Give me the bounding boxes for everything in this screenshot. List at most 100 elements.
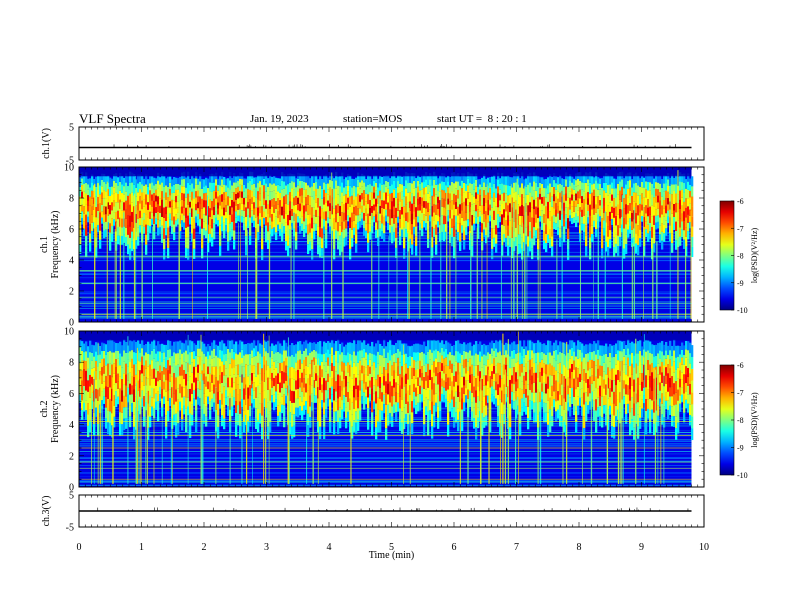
ch1-spec-cell xyxy=(333,178,336,189)
ch1-spec-cell xyxy=(425,201,428,209)
ch1-spec-cell xyxy=(641,198,644,205)
ch2-spec-cell xyxy=(199,365,202,374)
ch2-spec-cell xyxy=(235,341,238,354)
ch1-spec-cell xyxy=(629,195,632,204)
ch1-spec-cell xyxy=(235,193,238,200)
ch2-spec-cell xyxy=(315,380,318,389)
ch1-spec-cell xyxy=(535,214,538,223)
ch2-spec-cell xyxy=(305,357,308,366)
ch1-spec-cell xyxy=(287,235,290,246)
ch2-spec-cell xyxy=(361,350,364,358)
ch2-spec-cell xyxy=(125,374,128,386)
ch1-spec-cell xyxy=(545,197,548,207)
ch1-spec-cell xyxy=(659,234,662,243)
ch1-spec-cell xyxy=(423,201,426,208)
ch2-spec-cell xyxy=(173,352,176,363)
ch2-spec-cell xyxy=(331,378,334,387)
ch2-spec-cell xyxy=(385,346,388,358)
ch2-spec-cell xyxy=(425,363,428,372)
ch1-spec-cell xyxy=(661,214,664,224)
ch1-waveform-ylabel: ch.1(V) xyxy=(41,128,52,159)
ch1-spec-cell xyxy=(237,175,240,182)
ch2-spec-cell xyxy=(445,390,448,399)
ch1-spec-cell xyxy=(499,194,502,201)
ch1-spec-cell xyxy=(597,183,600,190)
ch1-spec-cell xyxy=(201,218,204,229)
ch2-spec-cell xyxy=(123,339,126,351)
ch1-spec-cell xyxy=(433,220,436,229)
ch1-spec-cell xyxy=(235,199,238,206)
ch1-spec-cell xyxy=(511,237,514,248)
ch2-spec-cell xyxy=(335,340,338,352)
ch2-spec-cell xyxy=(165,380,168,392)
ch2-spec-cell xyxy=(181,342,184,354)
ch2-spec-cell xyxy=(239,401,242,414)
ch2-spec-cell xyxy=(381,410,384,421)
ch1-spec-cell xyxy=(199,173,202,182)
ch1-spec-cell xyxy=(499,183,502,190)
ch2-spec-cell xyxy=(259,353,262,364)
ch1-spec-cell xyxy=(617,225,620,236)
ch1-spec-cell xyxy=(101,198,104,205)
ch1-spec-cell xyxy=(643,197,646,208)
ch1-spec-cell xyxy=(651,226,654,238)
ch1-spec-cell xyxy=(327,217,330,224)
ch2-spec-cell xyxy=(95,407,98,417)
ch1-spec-cell xyxy=(379,198,382,206)
ch2-spec-cell xyxy=(89,386,92,398)
ch1-spec-cell xyxy=(315,209,318,217)
ch2-spec-cell xyxy=(277,383,280,395)
ch1-spec-cell xyxy=(539,204,542,211)
ch1-spec-cell xyxy=(583,182,586,192)
ch2-spec-cell xyxy=(383,357,386,368)
ch1-spec-cell xyxy=(563,186,566,195)
ch1-spec-cell xyxy=(187,171,190,183)
ch1-spec-cell xyxy=(167,217,170,228)
ch2-spec-cell xyxy=(347,382,350,393)
ch2-spec-cell xyxy=(303,341,306,351)
ch1-spec-cell xyxy=(335,205,338,214)
ch1-spec-cell xyxy=(651,172,654,184)
ch1-spec-cell xyxy=(353,213,356,221)
ch1-spec-cell xyxy=(115,173,118,183)
ch1-spec-cell xyxy=(653,243,656,253)
ch1-spec-cell xyxy=(285,176,288,186)
ch1-spec-cell xyxy=(673,191,676,198)
ch2-spec-cell xyxy=(335,391,338,402)
ch1-spec-cell xyxy=(569,209,572,216)
ch1-spec-cell xyxy=(545,188,548,198)
ch1-spec-cell xyxy=(541,177,544,184)
ch1-spec-cell xyxy=(427,193,430,203)
ch1-spec-cell xyxy=(201,179,204,189)
ch2-spec-cell xyxy=(129,405,132,417)
ch1-spec-cell xyxy=(595,212,598,222)
ch2-spec-cell xyxy=(109,339,112,352)
ch1-spec-cell xyxy=(103,190,106,199)
ch2-spec-cell xyxy=(205,406,208,417)
ch2-spec-cell xyxy=(453,386,456,397)
ch2-spec-cell xyxy=(333,377,336,389)
ch1-spec-cell xyxy=(599,189,602,195)
ch1-spec-cell xyxy=(139,203,142,211)
ch1-spec-cell xyxy=(253,183,256,190)
ch1-spec-cell xyxy=(105,214,108,222)
ch1-spec-cell xyxy=(519,178,522,188)
ch1-spec-cell xyxy=(89,205,92,215)
ch1-spec-cell xyxy=(305,204,308,212)
ch2-spec-cell xyxy=(255,376,258,388)
ch1-spec-cell xyxy=(129,226,132,238)
ch2-spec-cell xyxy=(149,354,152,365)
ch2-spec-cell xyxy=(233,351,236,360)
ch2-spec-cell xyxy=(437,339,440,352)
ch2-spec-cell xyxy=(417,343,420,353)
ch1-spec-cell xyxy=(535,206,538,215)
ch1-spec-cell xyxy=(135,231,138,241)
ch2-spec-cell xyxy=(89,363,92,375)
ch1-spec-cell xyxy=(277,191,280,199)
ch1-spec-cell xyxy=(209,216,212,226)
ch1-spec-cell xyxy=(575,220,578,228)
ch2-spec-cell xyxy=(305,392,308,402)
station-label: station=MOS xyxy=(343,113,403,125)
ch2-spec-cell xyxy=(113,384,116,396)
ch1-spec-cell xyxy=(431,226,434,238)
